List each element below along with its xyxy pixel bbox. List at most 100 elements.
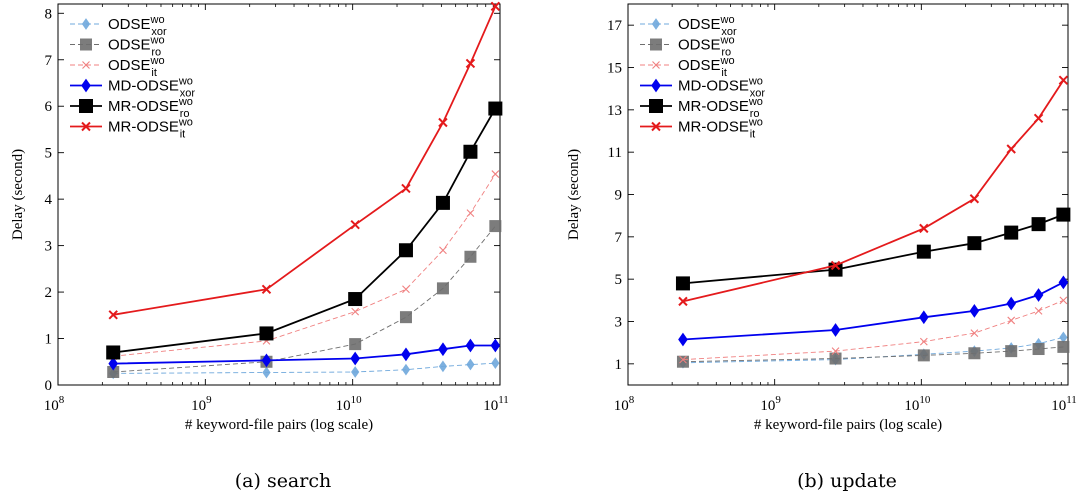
legend-marker — [80, 38, 92, 51]
data-point-1-4 — [1005, 345, 1018, 358]
data-point-3-3 — [969, 304, 980, 318]
series-line-5 — [113, 5, 497, 316]
legend-label: MR-ODSEwo ro — [108, 96, 193, 120]
data-point-4-4 — [435, 195, 450, 210]
legend-marker — [650, 38, 662, 51]
legend-label-sub: it — [180, 129, 186, 141]
legend-label-name: MR-ODSE — [678, 98, 749, 115]
x-tick-label-base: 10 — [1051, 398, 1066, 414]
legend-label-name: MR-ODSE — [678, 119, 749, 136]
legend-label-name: ODSE — [678, 37, 721, 54]
data-point-3-6 — [1058, 275, 1069, 290]
legend-marker — [81, 121, 91, 132]
data-point-3-1 — [261, 353, 272, 368]
legend-label-sub: it — [151, 67, 157, 79]
data-point-5-2 — [350, 219, 360, 230]
x-tick-label-base: 10 — [760, 398, 775, 414]
data-point-3-4 — [1006, 296, 1017, 311]
data-point-1-6 — [1057, 340, 1070, 353]
legend-label-sub: it — [750, 129, 756, 141]
data-point-5-5 — [465, 58, 476, 69]
x-tick-label-base: 10 — [483, 398, 498, 414]
data-point-3-3 — [401, 347, 411, 362]
legend-label: MR-ODSEwo it — [678, 117, 763, 141]
data-point-3-0 — [678, 332, 688, 347]
legend-marker — [652, 61, 660, 69]
data-point-2-0 — [679, 355, 687, 364]
data-point-5-5 — [1033, 113, 1044, 124]
data-point-5-1 — [830, 260, 841, 271]
data-point-2-4 — [1007, 316, 1016, 325]
legend-label-sub: it — [721, 67, 727, 79]
legend-label-sup: wo — [150, 35, 165, 47]
x-tick-label: 1011 — [1051, 394, 1077, 414]
y-tick-label: 15 — [607, 61, 622, 77]
x-tick-label-base: 10 — [614, 398, 629, 414]
series-line-3 — [682, 281, 1064, 341]
data-point-5-1 — [261, 284, 272, 294]
x-tick-label: 108 — [614, 394, 635, 414]
data-point-4-3 — [967, 236, 982, 251]
legend-label: MR-ODSEwo it — [108, 117, 193, 141]
data-point-3-6 — [490, 338, 501, 353]
data-point-0-1 — [262, 366, 271, 379]
x-tick-label-exp: 9 — [206, 394, 212, 406]
legend-label-sup: wo — [150, 55, 165, 67]
legend-label-sub: xor — [180, 88, 196, 100]
data-point-1-2 — [349, 338, 362, 351]
data-point-2-2 — [919, 337, 928, 346]
x-tick-label-base: 10 — [44, 398, 59, 414]
y-tick-label: 7 — [615, 230, 623, 246]
legend-label-sub: xor — [750, 88, 766, 100]
data-point-4-2 — [916, 244, 931, 259]
x-tick-label-exp: 10 — [351, 394, 363, 406]
data-point-3-2 — [919, 310, 929, 325]
legend-label: ODSEwo xor — [678, 14, 737, 38]
y-tick-label: 1 — [615, 357, 623, 373]
legend-label-sup: wo — [720, 35, 735, 47]
legend-label: ODSEwo it — [678, 55, 735, 79]
data-point-2-2 — [351, 307, 360, 316]
legend-label-sup: wo — [720, 14, 735, 26]
legend-label-name: ODSE — [108, 57, 151, 74]
y-tick-label: 4 — [45, 192, 53, 208]
legend-marker — [651, 18, 661, 30]
legend-label-sub: ro — [721, 47, 731, 59]
data-point-2-6 — [1059, 296, 1068, 305]
data-point-5-0 — [108, 310, 118, 320]
legend-label-sup: wo — [178, 117, 193, 129]
data-point-5-3 — [969, 194, 980, 204]
legend-label: ODSEwo ro — [678, 35, 735, 59]
legend-label-sup: wo — [178, 96, 193, 108]
data-point-5-2 — [919, 223, 929, 234]
data-point-5-6 — [490, 1, 501, 12]
data-point-1-5 — [1032, 343, 1045, 356]
y-tick-label: 2 — [45, 285, 53, 301]
legend-label-sup: wo — [150, 14, 165, 26]
data-point-3-2 — [350, 351, 360, 366]
legend-marker — [79, 99, 93, 113]
legend-label-name: MR-ODSE — [108, 119, 179, 136]
data-point-5-3 — [401, 183, 411, 194]
y-tick-label: 8 — [45, 6, 53, 22]
x-tick-label-exp: 8 — [59, 394, 65, 406]
data-point-4-6 — [488, 101, 503, 116]
x-axis-label: # keyword-file pairs (log scale) — [754, 417, 942, 433]
y-tick-label: 5 — [45, 146, 53, 162]
x-tick-label-exp: 11 — [498, 394, 509, 406]
y-tick-label: 1 — [45, 332, 53, 348]
legend-label-sup: wo — [748, 76, 763, 88]
x-tick-label-exp: 10 — [919, 394, 931, 406]
x-tick-label-base: 10 — [336, 398, 351, 414]
plot-frame — [627, 3, 1069, 386]
data-point-4-1 — [259, 326, 274, 341]
data-point-4-3 — [398, 243, 413, 258]
y-tick-label: 3 — [615, 315, 623, 331]
data-point-1-0 — [676, 355, 689, 368]
data-point-4-0 — [106, 345, 121, 360]
chart-caption: (a) search — [235, 470, 331, 492]
data-point-4-5 — [463, 144, 478, 159]
